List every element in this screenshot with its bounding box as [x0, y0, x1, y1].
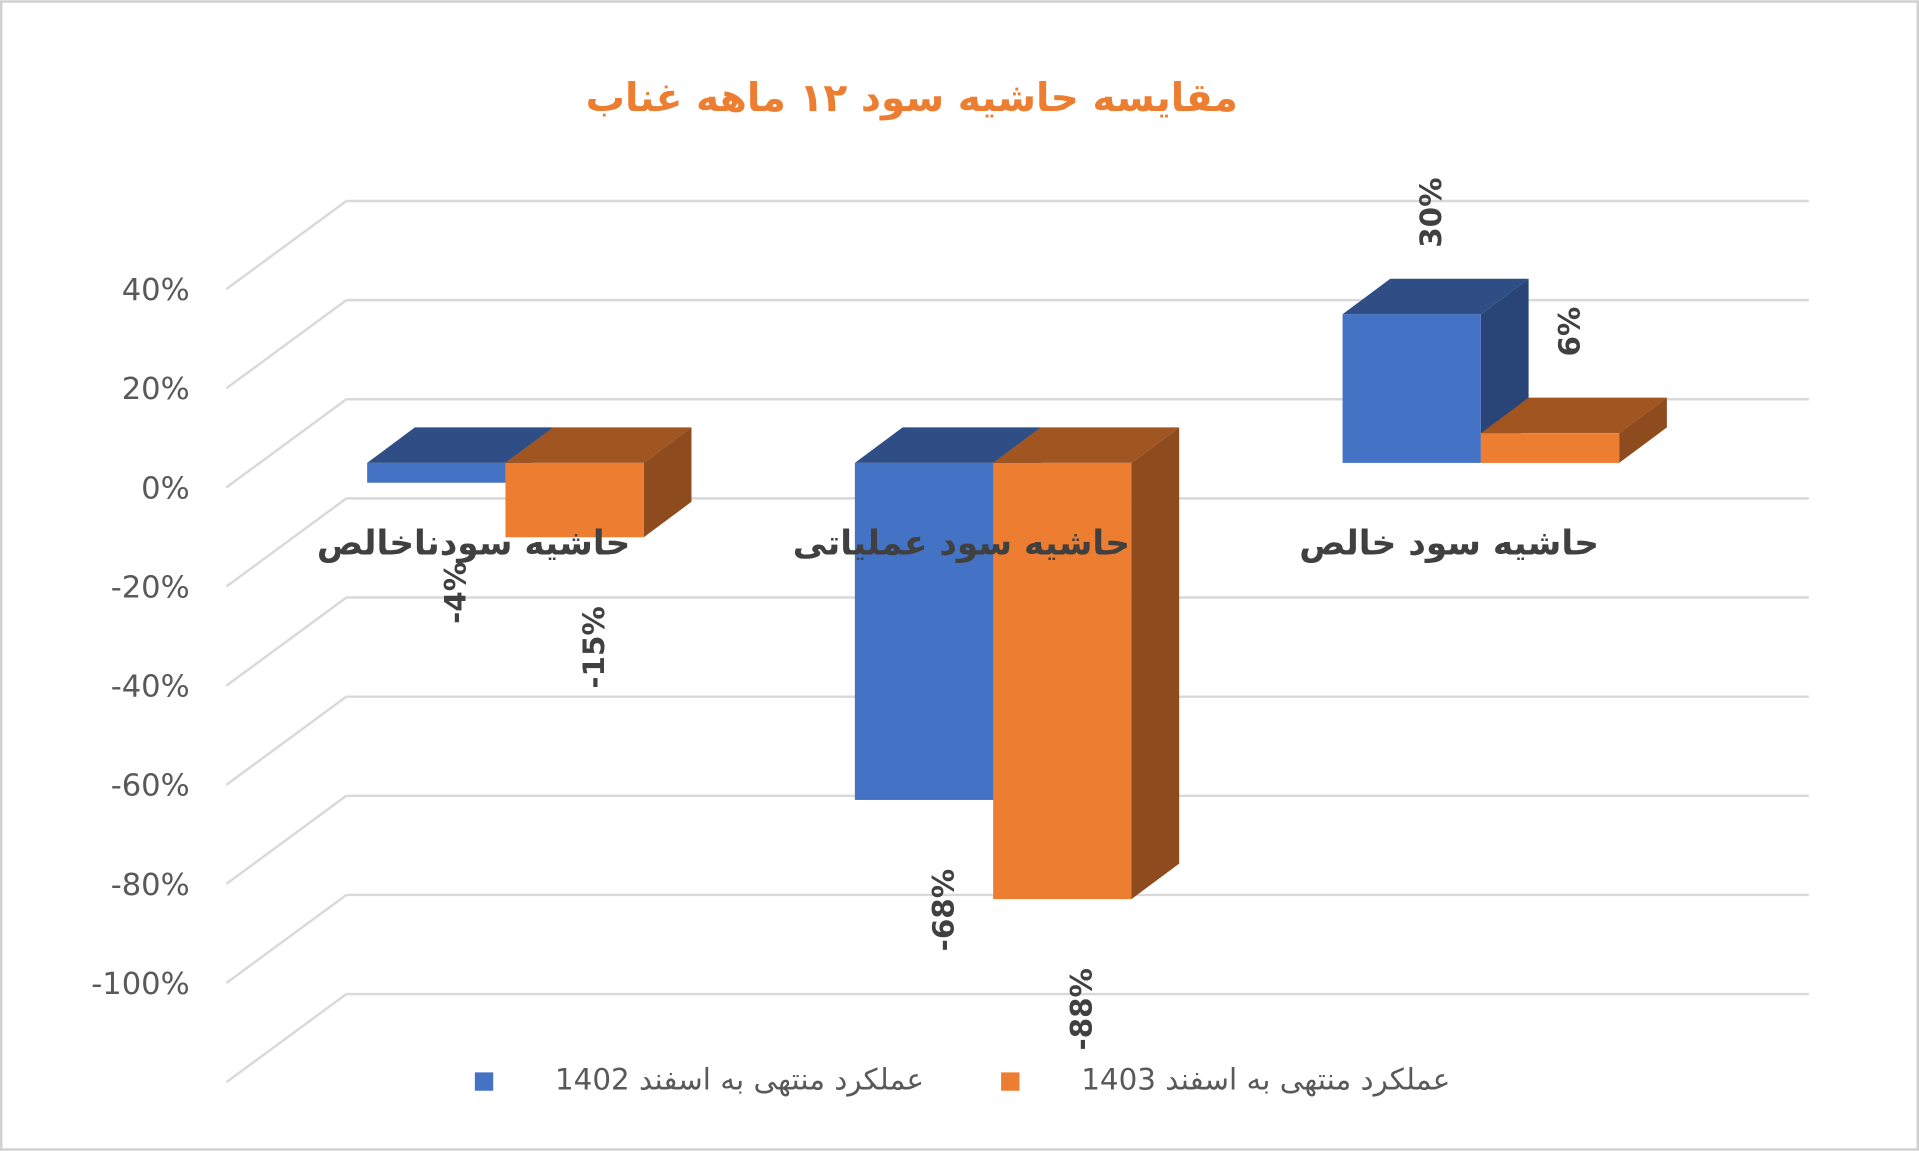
x-tick-label: حاشیه سودناخالص [317, 523, 631, 563]
y-tick-label: -100% [91, 967, 189, 1002]
y-tick-label: 20% [122, 372, 190, 407]
bar [993, 462, 1132, 900]
data-label: 30% [1414, 177, 1448, 247]
x-tick-label: حاشیه سود عملیاتی [793, 523, 1130, 563]
grid-line [225, 794, 348, 885]
y-tick-label: 0% [141, 471, 190, 506]
y-tick-label: 40% [122, 273, 190, 308]
grid-line [225, 596, 348, 687]
bar-side [643, 427, 692, 538]
grid-line [225, 497, 348, 588]
bar-top [367, 427, 554, 463]
x-tick-label: حاشیه سود خالص [1299, 523, 1599, 563]
bar [367, 462, 506, 483]
data-label: -15% [577, 606, 611, 688]
bar [1480, 433, 1620, 463]
grid-line [225, 299, 348, 390]
y-tick-label: -40% [111, 670, 190, 705]
legend-swatch [474, 1072, 494, 1091]
bar-top [854, 427, 1041, 463]
grid-line [225, 993, 348, 1084]
bar-side [1619, 397, 1667, 463]
data-label: -4% [439, 562, 473, 624]
y-tick-label: -80% [111, 868, 190, 903]
chart-title: مقایسه حاشیه سود ۱۲ ماهه غناب [586, 76, 1238, 121]
legend-label: عملکرد منتهی به اسفند 1403 [1081, 1062, 1450, 1096]
data-label: 6% [1552, 307, 1586, 357]
grid-line [225, 893, 348, 985]
grid-line [225, 398, 348, 489]
bar-top [505, 427, 692, 463]
bar [505, 462, 644, 538]
bar-top [993, 427, 1180, 463]
data-label: -88% [1065, 968, 1099, 1050]
grid-line [225, 695, 348, 786]
legend-swatch [1001, 1072, 1020, 1091]
grid-line [225, 200, 348, 291]
bar [1342, 314, 1481, 463]
bar-top [1480, 397, 1667, 434]
bar [854, 462, 994, 800]
y-tick-label: -60% [111, 769, 190, 804]
data-label: -68% [926, 869, 960, 951]
legend-label: عملکرد منتهی به اسفند 1402 [555, 1062, 924, 1096]
y-tick-label: -20% [111, 570, 190, 605]
bar-side [1131, 427, 1180, 900]
bar-top [1342, 278, 1529, 315]
